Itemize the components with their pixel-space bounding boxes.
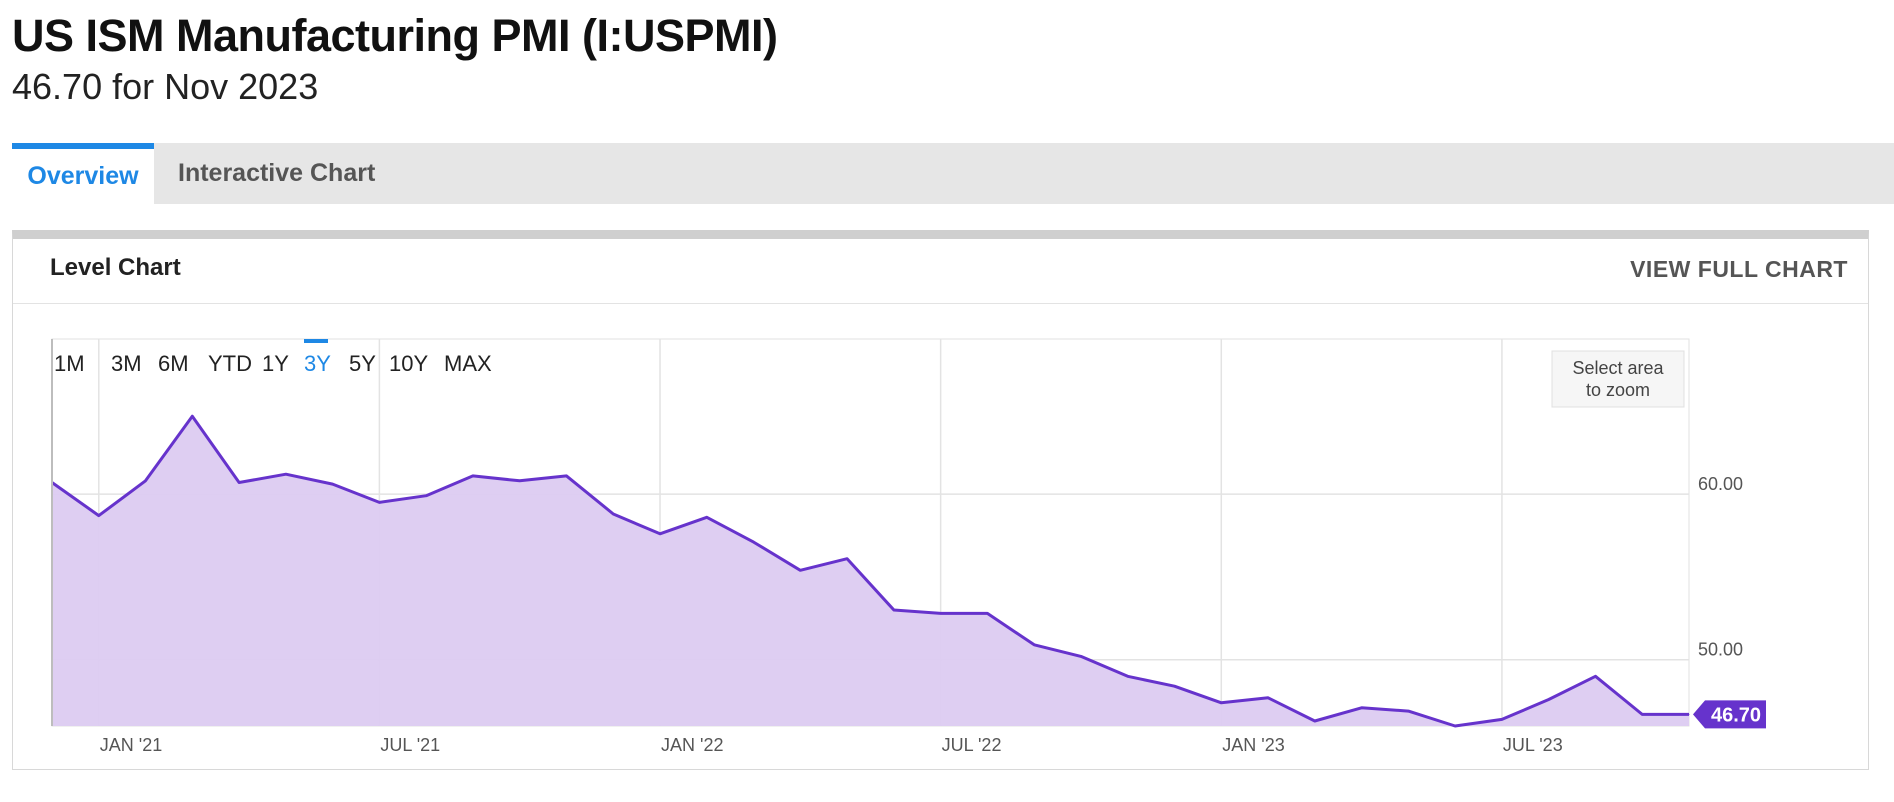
zoom-hint-text: to zoom — [1586, 380, 1650, 400]
tab-overview[interactable]: Overview — [12, 143, 154, 204]
data-point — [706, 516, 708, 518]
data-point — [986, 612, 988, 614]
data-point — [1407, 710, 1409, 712]
data-point — [472, 475, 474, 477]
data-point — [846, 558, 848, 560]
data-point — [1220, 702, 1222, 704]
range-button-6m[interactable]: 6M — [158, 351, 189, 376]
level-chart[interactable]: JAN '21 JUL '21 JAN '22 JUL '22 JAN '23 JUL '… — [13, 239, 1868, 770]
page-subtitle: 46.70 for Nov 2023 — [12, 66, 319, 107]
x-tick-label: JUL '21 — [380, 735, 440, 755]
data-point — [1454, 725, 1456, 727]
series-area — [52, 416, 1689, 726]
data-point — [893, 609, 895, 611]
data-point — [1548, 699, 1550, 700]
data-point — [1127, 675, 1129, 677]
data-point — [1267, 697, 1269, 699]
data-point — [940, 612, 942, 614]
y-tick-label: 60.00 — [1698, 474, 1743, 494]
range-button-active-indicator — [304, 339, 328, 343]
range-button-1m[interactable]: 1M — [54, 351, 85, 376]
series-line — [51, 414, 1689, 728]
data-point — [659, 533, 661, 535]
card-header: Level Chart VIEW FULL CHART — [13, 239, 1868, 304]
zoom-hint-text: Select area — [1572, 358, 1664, 378]
x-tick-label: JAN '22 — [661, 735, 723, 755]
data-point — [1174, 685, 1175, 687]
data-point — [1641, 713, 1643, 715]
data-point — [519, 480, 521, 482]
data-point — [1688, 713, 1690, 715]
data-point — [425, 495, 427, 497]
range-button-ytd[interactable]: YTD — [208, 351, 252, 376]
tab-interactive-chart[interactable]: Interactive Chart — [178, 159, 376, 187]
range-button-1y[interactable]: 1Y — [262, 351, 289, 376]
level-chart-card: Level Chart VIEW FULL CHART JAN '21 JUL '… — [12, 230, 1869, 770]
x-tick-label: JAN '21 — [100, 735, 162, 755]
range-button-10y[interactable]: 10Y — [389, 351, 428, 376]
data-point — [145, 480, 146, 482]
data-point — [238, 482, 240, 483]
zoom-hint-box — [1551, 350, 1685, 408]
data-point — [799, 569, 801, 571]
x-tick-label: JUL '22 — [942, 735, 1002, 755]
data-point — [1361, 707, 1363, 709]
data-point — [566, 475, 567, 477]
data-point — [753, 541, 755, 543]
data-point — [1314, 720, 1316, 722]
data-point — [1033, 644, 1035, 646]
data-point — [1595, 675, 1596, 677]
data-point — [332, 483, 334, 485]
data-point — [285, 473, 287, 475]
last-value-tag — [1693, 700, 1766, 729]
data-point — [1501, 718, 1503, 720]
data-point — [378, 501, 380, 503]
card-title: Level Chart — [50, 254, 181, 281]
data-point — [612, 513, 614, 515]
tab-bar: Overview Interactive Chart — [12, 143, 1894, 204]
range-button-max[interactable]: MAX — [444, 351, 492, 376]
last-value-label: 46.70 — [1711, 704, 1761, 726]
y-tick-label: 50.00 — [1698, 640, 1743, 660]
page-title: US ISM Manufacturing PMI (I:USPMI) — [12, 10, 778, 61]
x-tick-label: JAN '23 — [1222, 735, 1284, 755]
range-button-5y[interactable]: 5Y — [349, 351, 376, 376]
range-button-3y[interactable]: 3Y — [304, 351, 331, 376]
range-button-3m[interactable]: 3M — [111, 351, 142, 376]
view-full-chart-link[interactable]: VIEW FULL CHART — [1630, 256, 1848, 282]
data-point — [98, 515, 100, 517]
x-tick-label: JUL '23 — [1503, 735, 1563, 755]
data-point — [1080, 655, 1082, 657]
data-point — [191, 415, 193, 417]
